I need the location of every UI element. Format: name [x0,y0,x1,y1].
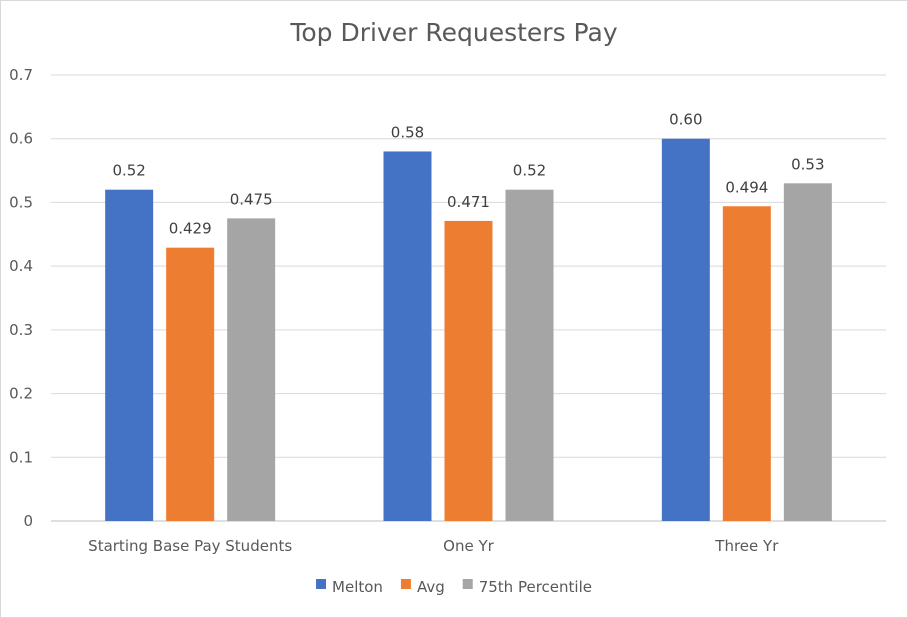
data-label: 0.494 [725,178,768,196]
data-labels: 0.52 0.429 0.475 0.58 0.471 0.52 0.60 0.494 0.53 [112,111,824,238]
y-tick-label: 0.4 [9,257,33,275]
x-category-label: One Yr [443,537,494,555]
chart-title: Top Driver Requesters Pay [289,18,617,47]
x-axis-categories: Starting Base Pay Students One Yr Three Yr [88,537,779,555]
y-tick-label: 0.1 [9,448,33,466]
legend-swatch [400,579,411,589]
legend-swatch [462,579,473,589]
data-label: 0.53 [791,155,824,173]
y-tick-label: 0.2 [9,385,33,403]
legend-label: 75th Percentile [479,578,592,596]
bar-75th-percentile-0 [227,218,276,521]
legend-item-melton: Melton [316,578,383,596]
data-label: 0.58 [391,123,424,141]
data-label: 0.52 [112,162,145,180]
data-label: 0.52 [513,162,546,180]
bar-avg-1 [444,220,493,522]
bar-avg-2 [722,206,771,521]
bar-75th-percentile-2 [783,183,832,522]
data-label: 0.429 [169,220,212,238]
bar-melton-0 [105,189,154,521]
bar-75th-percentile-1 [505,189,554,521]
data-label: 0.60 [669,111,702,129]
legend-item-75th-percentile: 75th Percentile [462,578,592,596]
bar-avg-0 [166,247,215,521]
y-tick-label: 0.3 [9,321,33,339]
bar-melton-2 [661,138,710,521]
data-label: 0.475 [230,190,273,208]
y-tick-label: 0.6 [9,130,33,148]
legend-label: Melton [332,578,383,596]
bar-melton-1 [383,151,432,521]
data-label: 0.471 [447,193,490,211]
legend-item-avg: Avg [400,578,445,596]
y-tick-label: 0.7 [9,66,33,84]
bars [105,138,832,522]
y-tick-label: 0 [23,512,33,530]
y-axis-ticks: 0 0.1 0.2 0.3 0.4 0.5 0.6 0.7 [9,66,33,530]
legend: Melton Avg 75th Percentile [316,578,592,596]
x-category-label: Three Yr [714,537,779,555]
legend-swatch [316,579,327,589]
y-tick-label: 0.5 [9,193,33,211]
legend-label: Avg [417,578,445,596]
x-category-label: Starting Base Pay Students [88,537,292,555]
